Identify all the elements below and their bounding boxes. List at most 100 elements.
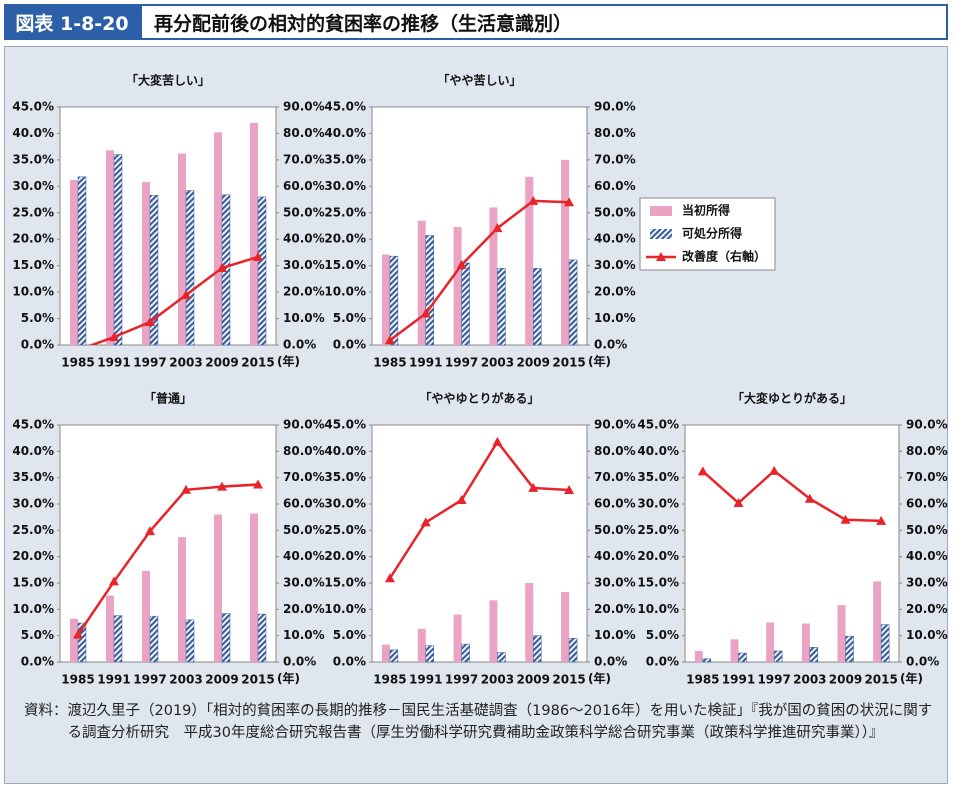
y2-tick-label: 50.0% — [283, 523, 325, 537]
x-tick-label: 2015 — [552, 356, 585, 370]
line-marker — [564, 485, 575, 495]
y-tick-label: 0.0% — [21, 655, 54, 669]
bar — [880, 624, 890, 663]
x-tick-label: 2015 — [241, 673, 274, 687]
x-tick-label: 2009 — [205, 356, 238, 370]
bar — [525, 176, 534, 345]
bar — [185, 619, 195, 663]
x-tick-label: 2009 — [829, 673, 862, 687]
bar — [142, 182, 150, 345]
bar — [250, 122, 258, 345]
bar — [845, 635, 854, 663]
y2-tick-label: 80.0% — [594, 126, 636, 140]
y2-tick-label: 90.0% — [283, 100, 325, 114]
y2-tick-label: 50.0% — [283, 205, 325, 219]
line-series — [697, 465, 887, 525]
line-series — [384, 436, 575, 583]
y2-tick-label: 20.0% — [906, 602, 948, 616]
bar — [694, 650, 703, 662]
line-marker — [145, 316, 155, 326]
line-marker — [456, 259, 467, 269]
bar — [149, 195, 159, 346]
y2-tick-label: 70.0% — [283, 152, 325, 166]
y-tick-label: 0.0% — [646, 655, 679, 669]
bar — [417, 628, 426, 662]
bar — [250, 513, 258, 662]
y-tick-label: 35.0% — [12, 470, 54, 484]
y2-tick-label: 0.0% — [594, 655, 627, 669]
legend-label: 当初所得 — [682, 203, 730, 218]
bar — [453, 227, 462, 345]
y-tick-label: 45.0% — [12, 418, 54, 432]
bar — [214, 132, 222, 345]
legend-label: 改善度（右軸） — [682, 249, 766, 264]
bar — [178, 153, 186, 345]
bar — [497, 268, 506, 346]
x-tick-label: 2015 — [552, 673, 585, 687]
line-marker — [840, 514, 851, 524]
x-tick-label: 2003 — [481, 356, 514, 370]
y-tick-label: 10.0% — [324, 285, 366, 299]
y-tick-label: 5.0% — [333, 311, 366, 325]
x-tick-label: 1997 — [757, 673, 790, 687]
bar — [568, 259, 578, 346]
y2-tick-label: 30.0% — [594, 576, 636, 590]
bar — [106, 595, 114, 662]
x-tick-label: 1991 — [722, 673, 755, 687]
y-tick-label: 45.0% — [324, 418, 366, 432]
y2-tick-label: 10.0% — [906, 628, 948, 642]
bar — [561, 591, 570, 662]
y-tick-label: 10.0% — [12, 602, 54, 616]
x-tick-label: 1997 — [133, 673, 166, 687]
x-axis-label: (年) — [588, 354, 611, 369]
source-label: 資料： — [24, 703, 68, 719]
line-marker — [253, 251, 263, 261]
y2-tick-label: 70.0% — [594, 470, 636, 484]
bar — [489, 207, 498, 345]
bar — [425, 645, 434, 663]
y-tick-label: 45.0% — [637, 418, 679, 432]
y-tick-label: 40.0% — [324, 126, 366, 140]
y2-tick-label: 20.0% — [594, 602, 636, 616]
line-marker — [73, 345, 83, 354]
bar — [70, 179, 78, 345]
y-tick-label: 0.0% — [21, 338, 54, 352]
y-tick-label: 15.0% — [12, 576, 54, 590]
y-tick-label: 0.0% — [333, 338, 366, 352]
figure-number: 図表 1-8-20 — [4, 4, 140, 40]
line — [76, 483, 259, 636]
bar — [178, 537, 186, 662]
x-tick-label: 1991 — [409, 673, 442, 687]
x-tick-label: 1997 — [445, 673, 478, 687]
bar — [106, 150, 114, 345]
y2-tick-label: 10.0% — [594, 311, 636, 325]
line-marker — [733, 497, 744, 507]
y2-tick-label: 20.0% — [594, 285, 636, 299]
y-tick-label: 25.0% — [637, 523, 679, 537]
legend-swatch — [650, 229, 672, 239]
line — [88, 255, 259, 345]
plot-area — [371, 106, 588, 346]
y-tick-label: 45.0% — [324, 100, 366, 114]
y2-tick-label: 10.0% — [594, 628, 636, 642]
plot-area — [59, 424, 277, 663]
y-tick-label: 25.0% — [324, 523, 366, 537]
bar — [221, 613, 231, 663]
line-marker — [876, 515, 887, 525]
y-tick-label: 25.0% — [324, 205, 366, 219]
y2-tick-label: 70.0% — [594, 152, 636, 166]
x-tick-label: 2003 — [481, 673, 514, 687]
y2-tick-label: 20.0% — [283, 602, 325, 616]
y-tick-label: 5.0% — [646, 628, 679, 642]
line-marker — [420, 517, 431, 527]
legend-label: 可処分所得 — [682, 226, 742, 241]
legend-swatch — [656, 252, 666, 261]
y-tick-label: 0.0% — [333, 655, 366, 669]
line-marker — [253, 479, 263, 489]
y2-tick-label: 60.0% — [594, 497, 636, 511]
line-marker — [217, 263, 227, 273]
y2-tick-label: 70.0% — [283, 470, 325, 484]
y2-tick-label: 10.0% — [283, 311, 325, 325]
x-tick-label: 1997 — [133, 356, 166, 370]
